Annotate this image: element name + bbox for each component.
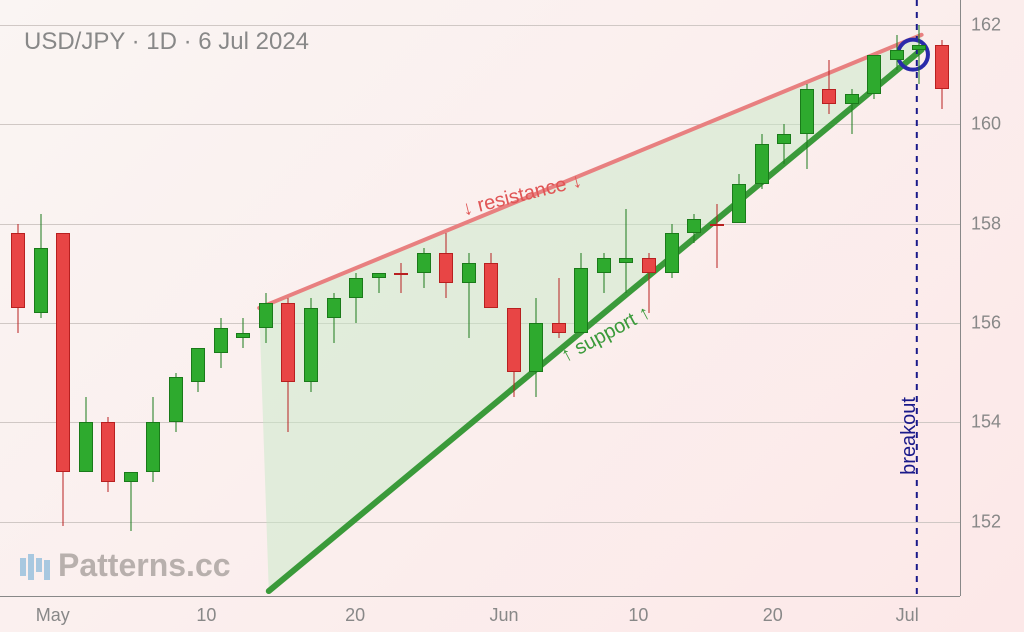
x-tick-label: Jun: [489, 605, 518, 626]
wedge-overlay: [0, 0, 960, 596]
chart-title: USD/JPY · 1D · 6 Jul 2024: [24, 28, 309, 56]
chart-plot-area: ↓ resistance ↓↑ support ↑breakout: [0, 0, 960, 596]
x-tick-label: Jul: [896, 605, 919, 626]
y-axis: 152 154 156 158 160 162: [960, 0, 1024, 596]
x-tick-label: 10: [628, 605, 648, 626]
x-tick-label: 20: [763, 605, 783, 626]
breakout-label: breakout: [898, 397, 921, 475]
x-axis: May 10 20 Jun 10 20 Jul: [0, 596, 960, 632]
x-tick-label: May: [36, 605, 70, 626]
y-tick-label: 162: [971, 14, 1001, 35]
y-tick-label: 158: [971, 213, 1001, 234]
wedge-fill: [259, 35, 921, 591]
y-tick-label: 152: [971, 511, 1001, 532]
y-tick-label: 160: [971, 114, 1001, 135]
y-tick-label: 156: [971, 312, 1001, 333]
x-tick-label: 10: [196, 605, 216, 626]
x-tick-label: 20: [345, 605, 365, 626]
y-tick-label: 154: [971, 412, 1001, 433]
